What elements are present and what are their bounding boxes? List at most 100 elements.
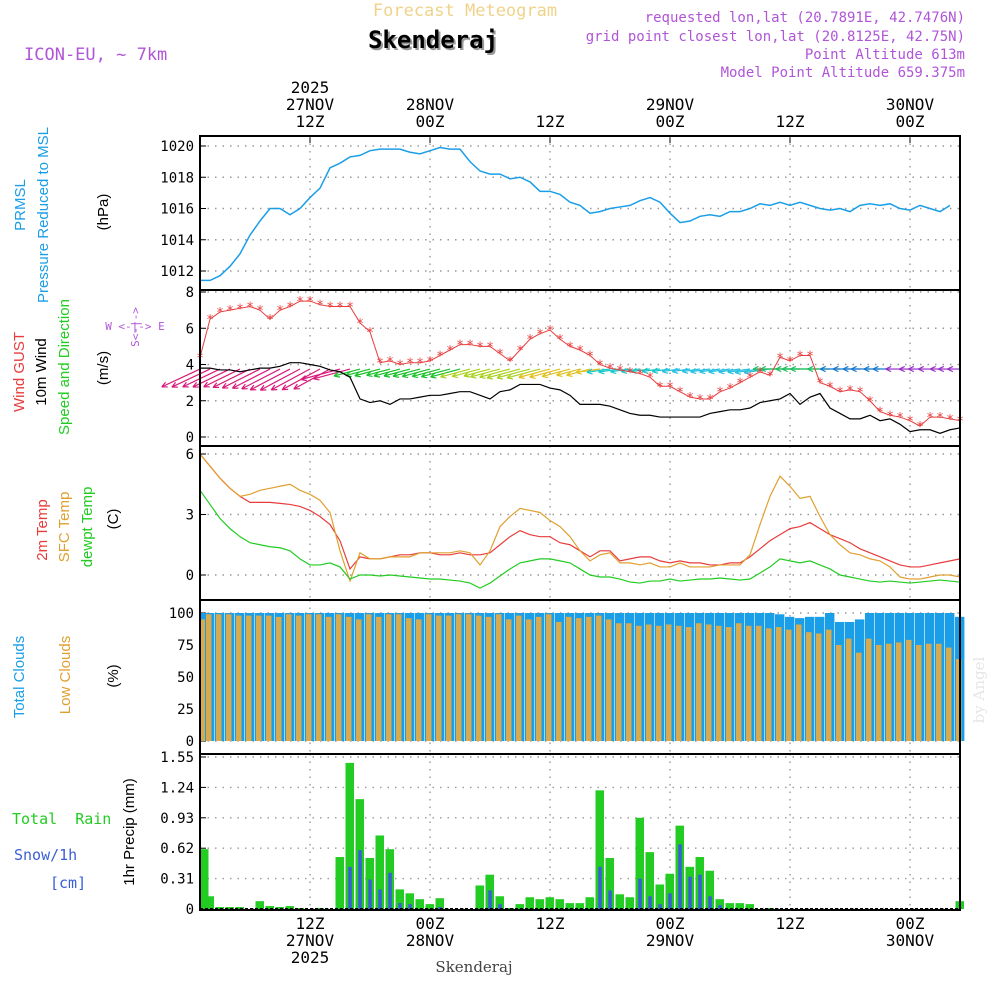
gust-star-marker: * — [726, 382, 734, 397]
gridpoint-lonlat: grid point closest lon,lat (20.8125E, 42… — [586, 29, 965, 45]
wind-arrow — [479, 368, 511, 378]
low-cloud-bar — [336, 614, 342, 741]
wind-arrow-head — [918, 365, 925, 370]
rain-bar — [625, 897, 634, 909]
gust-star-marker: * — [486, 340, 494, 355]
wind-arrow — [556, 368, 581, 376]
wind-arrow-head — [293, 383, 298, 390]
wind-arrow-head — [333, 371, 339, 377]
wind-arrow-head — [486, 373, 492, 379]
y-tick-label: 0.31 — [160, 872, 194, 888]
low-cloud-bar — [516, 615, 522, 741]
label-2m-temp: 2m Temp — [34, 499, 51, 560]
wind-arrow — [652, 368, 671, 373]
wind-arrow-head — [529, 372, 535, 378]
wind-arrow-head — [440, 372, 446, 378]
wind-arrow-head — [807, 368, 814, 373]
low-cloud-bar — [936, 643, 942, 741]
panel-0: 1012 1014 1016 1018 1020 — [160, 136, 960, 290]
wind-arrow-head — [832, 365, 839, 370]
chart-panels: 1012101410161018102002468036025507510000… — [160, 135, 965, 918]
wind-arrow-head — [281, 384, 287, 391]
low-cloud-bar — [346, 616, 352, 741]
snow-bar — [388, 872, 392, 909]
wind-arrow-head — [610, 371, 617, 375]
wind-arrow — [333, 368, 361, 377]
y-tick-label: 1.55 — [160, 750, 194, 766]
wind-arrow-head — [842, 368, 849, 373]
bottom-axis-label: 27NOV — [286, 931, 335, 950]
wind-arrow-head — [790, 368, 797, 373]
gust-star-marker: * — [606, 362, 614, 377]
snow-bar — [698, 874, 702, 909]
low-cloud-bar — [606, 619, 612, 741]
low-cloud-bar — [666, 624, 672, 741]
model-label: ICON-EU, ~ 7km — [24, 45, 167, 65]
wind-arrow-head — [440, 376, 447, 379]
rain-bar — [565, 903, 574, 909]
label-pressure-msl: Pressure Reduced to MSL — [35, 127, 52, 303]
gust-star-marker: * — [546, 324, 554, 339]
snow-bar — [708, 896, 712, 909]
gust-star-marker: * — [856, 386, 864, 401]
low-cloud-bar — [456, 614, 462, 741]
y-tick-label: 1016 — [160, 202, 194, 218]
wind-arrow-head — [938, 365, 945, 370]
gust-star-marker: * — [886, 409, 894, 424]
low-cloud-bar — [836, 645, 842, 741]
y-tick-label: 1020 — [160, 139, 194, 155]
wind-arrow — [672, 368, 691, 373]
low-cloud-bar — [726, 627, 732, 741]
wind-arrow-head — [575, 371, 582, 375]
y-tick-label: 1012 — [160, 264, 194, 280]
low-cloud-bar — [646, 624, 652, 741]
low-cloud-bar — [756, 625, 762, 741]
snow-bar — [658, 904, 662, 909]
label-sfc-temp: SFC Temp — [56, 492, 73, 563]
wind-arrow-head — [575, 368, 582, 373]
snow-bar — [378, 889, 382, 909]
low-cloud-bar — [266, 615, 272, 741]
wind-arrow-head — [518, 373, 524, 378]
wind-arrow-head — [161, 381, 167, 388]
wind-arrow-head — [820, 365, 826, 370]
wind-arrow-head — [760, 365, 767, 370]
wind-arrow-head — [681, 367, 688, 373]
top-axis-label: 12Z — [536, 112, 565, 131]
top-axis-label: 29NOV — [646, 95, 695, 114]
low-cloud-bar — [826, 629, 832, 741]
wind-arrow-head — [708, 368, 715, 373]
watermark: by Angel — [970, 656, 988, 723]
y-tick-label: 6 — [186, 447, 194, 463]
wind-arrow — [708, 368, 731, 373]
rain-bar — [235, 907, 244, 909]
low-cloud-bar — [376, 616, 382, 741]
rain-bar — [415, 899, 424, 909]
wind-arrow — [222, 368, 261, 389]
snow-bar — [678, 844, 682, 909]
low-cloud-bar — [506, 619, 512, 741]
wind-arrow-head — [929, 365, 936, 370]
rain-bar — [705, 870, 714, 909]
label-snow-cm: [cm] — [50, 874, 86, 892]
wind-arrow-head — [270, 384, 276, 391]
wind-arrow — [182, 368, 221, 388]
wind-arrow-head — [775, 365, 782, 370]
bottom-axis-label: 29NOV — [646, 931, 695, 950]
gust-star-marker: * — [526, 333, 534, 348]
gust-star-marker: * — [846, 384, 854, 399]
wind-arrow — [161, 368, 201, 388]
label-precip-unit: 1hr Precip (mm) — [121, 778, 138, 886]
wind-arrow-head — [231, 383, 237, 389]
gust-star-marker: * — [686, 391, 694, 406]
low-cloud-bar — [696, 623, 702, 741]
gust-star-marker: * — [826, 380, 834, 395]
wind-arrow-head — [743, 368, 750, 374]
wind-arrow-head — [392, 371, 399, 377]
wind-arrow-head — [598, 371, 605, 375]
gust-star-marker: * — [516, 344, 524, 359]
rain-bar — [285, 906, 294, 909]
low-cloud-bar — [776, 627, 782, 741]
